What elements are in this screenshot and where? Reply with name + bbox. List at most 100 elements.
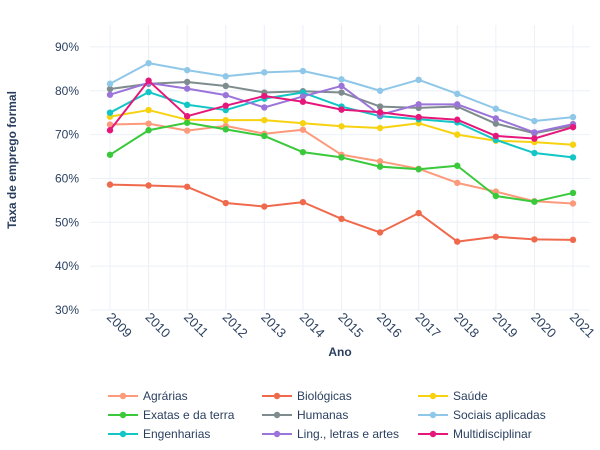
data-point <box>531 117 538 125</box>
data-point <box>145 120 152 127</box>
data-point <box>222 106 229 114</box>
data-point <box>531 135 538 142</box>
data-point <box>299 120 307 127</box>
data-point <box>338 106 345 113</box>
data-point <box>106 109 114 116</box>
y-axis-ticks: 30% 40% 50% 60% 70% 80% 90% <box>55 40 79 317</box>
data-point <box>492 105 500 112</box>
data-point <box>569 154 577 161</box>
legend-label: Exatas e da terra <box>143 408 235 422</box>
data-point <box>145 127 152 134</box>
data-point <box>299 67 307 75</box>
legend-swatch-marker <box>119 430 127 438</box>
data-point <box>145 88 152 96</box>
legend-swatch-marker <box>273 411 281 419</box>
legend-item: Biológicas <box>262 389 352 403</box>
data-point <box>492 233 500 240</box>
data-point <box>261 69 268 76</box>
data-point <box>376 229 384 236</box>
x-tick-label: 2010 <box>142 310 173 341</box>
data-point <box>299 98 307 105</box>
legend-item: Humanas <box>262 408 348 422</box>
x-tick-label: 2009 <box>104 310 135 341</box>
data-point <box>376 158 384 165</box>
data-point <box>222 82 229 90</box>
data-point <box>338 82 345 90</box>
legend-swatch-marker <box>429 411 437 419</box>
series-biologicas <box>106 181 577 245</box>
legend-label: Biológicas <box>297 389 352 403</box>
data-point <box>531 236 538 243</box>
data-point <box>454 179 461 187</box>
data-point <box>222 102 229 109</box>
data-point <box>299 93 307 100</box>
data-point <box>376 163 384 170</box>
data-point <box>569 141 577 148</box>
data-point <box>531 129 538 136</box>
legend-swatch-marker <box>119 411 127 419</box>
data-point <box>261 132 268 140</box>
data-point <box>454 116 461 123</box>
data-point <box>531 149 538 157</box>
x-tick-label: 2018 <box>451 310 482 341</box>
y-tick-label: 70% <box>55 128 79 142</box>
data-point <box>492 188 500 195</box>
x-axis-title: Ano <box>328 345 351 359</box>
data-point <box>376 87 384 94</box>
data-point <box>492 115 500 122</box>
data-point <box>338 123 345 130</box>
legend-item: Ling., letras e artes <box>262 427 399 441</box>
data-point <box>415 76 422 84</box>
data-point <box>106 127 114 134</box>
legend-swatch-marker <box>273 392 281 400</box>
legend-label: Agrárias <box>143 389 188 403</box>
data-point <box>145 106 152 114</box>
legend-swatch-marker <box>119 392 127 400</box>
data-point <box>145 77 152 84</box>
x-tick-label: 2016 <box>374 310 405 341</box>
data-point <box>569 123 577 131</box>
x-tick-label: 2019 <box>490 310 521 341</box>
data-point <box>454 238 461 245</box>
series-lines <box>106 59 577 245</box>
data-point <box>454 131 461 138</box>
data-point <box>261 104 268 111</box>
data-point <box>415 113 422 121</box>
x-tick-label: 2013 <box>258 310 289 341</box>
data-point <box>338 215 345 222</box>
legend-label: Multidisciplinar <box>453 427 532 441</box>
data-point <box>299 148 307 156</box>
data-point <box>569 113 577 121</box>
data-point <box>183 85 191 92</box>
data-point <box>569 236 577 244</box>
y-tick-label: 30% <box>55 303 79 317</box>
legend-label: Humanas <box>297 408 348 422</box>
data-point <box>106 181 114 188</box>
x-tick-label: 2011 <box>181 310 211 340</box>
data-point <box>106 121 114 128</box>
x-tick-label: 2020 <box>528 310 559 341</box>
series-multidisciplinar <box>106 77 577 142</box>
series-sociais-aplicadas <box>106 59 577 125</box>
data-point <box>106 85 114 93</box>
data-point <box>492 120 500 127</box>
data-point <box>106 80 114 87</box>
data-point <box>376 109 384 116</box>
data-point <box>222 73 229 80</box>
data-point <box>261 203 268 210</box>
legend-label: Saúde <box>453 389 488 403</box>
legend-item: Exatas e da terra <box>108 408 235 422</box>
x-tick-label: 2021 <box>567 310 598 341</box>
legend-swatch-marker <box>273 430 281 438</box>
data-point <box>492 192 500 200</box>
data-point <box>183 78 191 86</box>
legend-item: Agrárias <box>108 389 188 403</box>
legend-label: Engenharias <box>143 427 210 441</box>
data-point <box>376 103 384 110</box>
data-point <box>415 209 422 217</box>
data-point <box>376 124 384 132</box>
legend-swatch-marker <box>429 392 437 400</box>
data-point <box>492 132 500 140</box>
data-point <box>145 182 152 189</box>
